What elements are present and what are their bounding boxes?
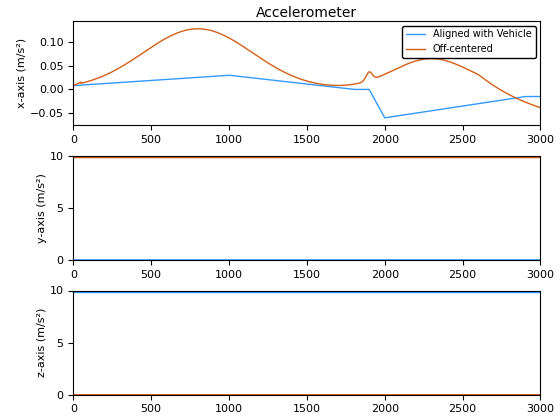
Off-centered — [537, 105, 544, 110]
Off-centered — [249, 50, 255, 55]
Legend: Aligned with Vehicle, Off-centered: Aligned with Vehicle, Off-centered — [402, 26, 535, 58]
Line: Aligned with Vehicle: Aligned with Vehicle — [73, 75, 540, 118]
Off-centered — [350, 82, 357, 87]
Off-centered — [194, 26, 201, 32]
Title: Accelerometer: Accelerometer — [256, 5, 357, 20]
Off-centered — [418, 57, 425, 62]
Y-axis label: x-axis (m/s²): x-axis (m/s²) — [17, 38, 27, 108]
Line: Off-centered: Off-centered — [73, 29, 540, 108]
Aligned with Vehicle — [454, 104, 461, 109]
Aligned with Vehicle — [537, 94, 544, 99]
Aligned with Vehicle — [155, 77, 161, 82]
Y-axis label: y-axis (m/s²): y-axis (m/s²) — [37, 173, 46, 243]
Off-centered — [70, 83, 77, 88]
Off-centered — [155, 40, 161, 45]
Y-axis label: z-axis (m/s²): z-axis (m/s²) — [37, 308, 46, 377]
Off-centered — [454, 62, 461, 67]
Aligned with Vehicle — [419, 110, 426, 115]
Aligned with Vehicle — [249, 75, 255, 80]
Off-centered — [374, 75, 381, 80]
Aligned with Vehicle — [226, 73, 232, 78]
Aligned with Vehicle — [350, 87, 357, 92]
Aligned with Vehicle — [381, 116, 388, 121]
Aligned with Vehicle — [70, 83, 77, 88]
Aligned with Vehicle — [374, 102, 381, 107]
